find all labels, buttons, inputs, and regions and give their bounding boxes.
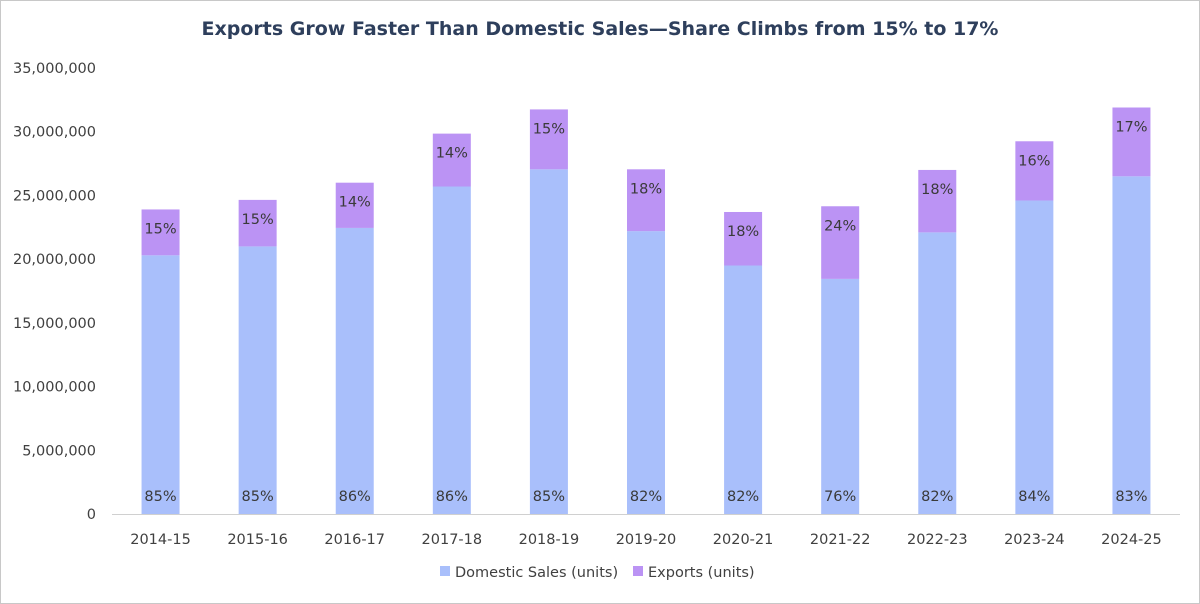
domestic-share-label: 82% (727, 489, 759, 505)
x-tick-label: 2019-20 (616, 532, 677, 548)
domestic-bar (529, 169, 568, 514)
exports-share-label: 15% (533, 121, 565, 137)
x-axis: 2014-15 2015-16 2016-17 2017-18 2018-19 2019-… (112, 514, 1180, 548)
exports-share-label: 18% (630, 181, 662, 197)
exports-share-label: 24% (824, 218, 856, 234)
legend-label-exports: Exports (units) (648, 565, 755, 581)
domestic-bar (432, 186, 471, 514)
exports-share-label: 17% (1115, 120, 1147, 136)
y-tick-label: 30,000,000 (13, 125, 96, 141)
domestic-share-label: 86% (436, 489, 468, 505)
x-tick-label: 2021-22 (810, 532, 871, 548)
domestic-share-label: 83% (1115, 489, 1147, 505)
y-tick-label: 5,000,000 (22, 443, 96, 459)
bars: 85% 15% 85% 15% 86% 14% 86% 14% 85% 15% 82% 18% 82% 1… (141, 107, 1151, 515)
legend-swatch-domestic (440, 566, 450, 576)
x-tick-label: 2020-21 (713, 532, 774, 548)
x-tick-label: 2024-25 (1101, 532, 1162, 548)
y-axis: 0 5,000,000 10,000,000 15,000,000 20,000,000… (13, 61, 96, 523)
x-tick-label: 2015-16 (227, 532, 288, 548)
exports-share-label: 18% (727, 224, 759, 240)
domestic-bar (918, 232, 957, 514)
x-tick-label: 2023-24 (1004, 532, 1065, 548)
domestic-share-label: 82% (921, 489, 953, 505)
exports-bar (1112, 107, 1151, 177)
chart-title: Exports Grow Faster Than Domestic Sales—… (201, 18, 999, 40)
exports-share-label: 14% (339, 195, 371, 211)
exports-share-label: 15% (144, 221, 176, 237)
domestic-share-label: 85% (242, 489, 274, 505)
exports-bar (821, 206, 860, 279)
y-tick-label: 15,000,000 (13, 316, 96, 332)
exports-share-label: 16% (1018, 153, 1050, 169)
exports-bar (918, 169, 957, 233)
exports-bar (724, 211, 763, 266)
domestic-bar (1112, 176, 1151, 515)
domestic-share-label: 85% (533, 489, 565, 505)
y-tick-label: 25,000,000 (13, 188, 96, 204)
domestic-bar (141, 255, 180, 514)
exports-share-label: 14% (436, 146, 468, 162)
legend: Domestic Sales (units) Exports (units) (440, 565, 755, 581)
domestic-bar (627, 231, 665, 514)
exports-bar (432, 133, 471, 187)
y-tick-label: 10,000,000 (13, 380, 96, 396)
domestic-share-label: 82% (630, 489, 662, 505)
y-tick-label: 0 (87, 507, 96, 523)
domestic-bar (1015, 200, 1054, 515)
domestic-share-label: 85% (144, 489, 176, 505)
x-tick-label: 2016-17 (324, 532, 385, 548)
legend-swatch-exports (633, 566, 643, 576)
domestic-bar (238, 246, 277, 514)
exports-bar (141, 209, 180, 256)
domestic-bar (335, 227, 374, 514)
domestic-bar (724, 265, 763, 514)
exports-bar (335, 182, 374, 228)
domestic-share-label: 76% (824, 489, 856, 505)
domestic-share-label: 86% (339, 489, 371, 505)
exports-share-label: 18% (921, 182, 953, 198)
x-tick-label: 2022-23 (907, 532, 968, 548)
y-tick-label: 35,000,000 (13, 61, 96, 77)
exports-share-label: 15% (242, 212, 274, 228)
exports-bar (529, 109, 568, 170)
exports-bar (627, 169, 665, 232)
domestic-bar (821, 278, 860, 514)
x-tick-label: 2014-15 (130, 532, 191, 548)
x-tick-label: 2018-19 (519, 532, 580, 548)
legend-label-domestic: Domestic Sales (units) (455, 565, 618, 581)
exports-bar (238, 199, 277, 247)
y-tick-label: 20,000,000 (13, 252, 96, 268)
exports-bar (1015, 141, 1054, 201)
domestic-share-label: 84% (1018, 489, 1050, 505)
x-tick-label: 2017-18 (422, 532, 483, 548)
